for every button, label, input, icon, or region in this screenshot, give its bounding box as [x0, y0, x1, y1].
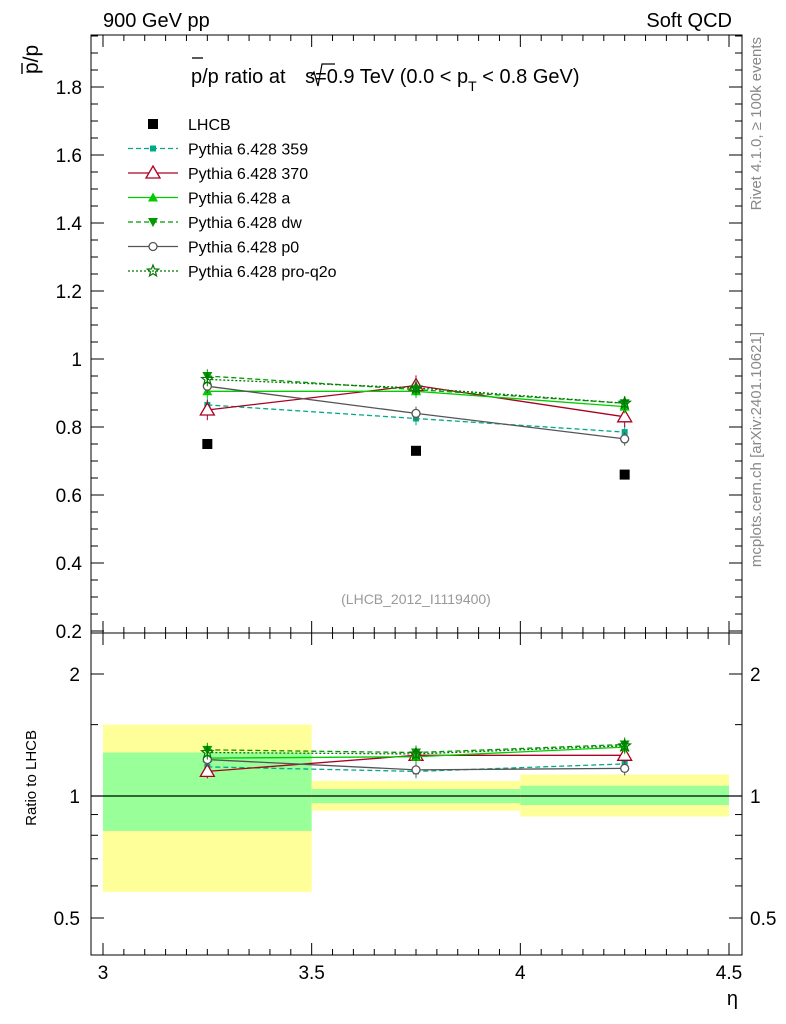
- legend-label-pq2o: Pythia 6.428 pro-q2o: [188, 264, 337, 281]
- legend-entry-p370: Pythia 6.428 370: [128, 164, 308, 183]
- main-y-tick-label: 1.2: [56, 282, 82, 303]
- legend-entry-p359: Pythia 6.428 359: [128, 142, 308, 159]
- legend-entry-pp0: Pythia 6.428 p0: [128, 240, 299, 257]
- ratio-y-tick-label: 1: [69, 787, 80, 808]
- lhcb-data-point: [619, 469, 630, 480]
- legend-marker-p359: [150, 145, 156, 152]
- main-y-tick-label: 0.6: [56, 486, 82, 507]
- ratio-ticks: 0.5 0.5 1 1 2 2 3 3.5 4 4.5: [54, 633, 776, 984]
- svg-text:p/p ratio at s=0.9 TeV (0.0 <: p/p ratio at s=0.9 TeV (0.0 < pT < 0.8 G…: [191, 66, 580, 94]
- legend-label-pa: Pythia 6.428 a: [188, 191, 290, 208]
- legend-entry-pq2o: Pythia 6.428 pro-q2o: [128, 263, 337, 281]
- ratio-y-tick-label-right: 0.5: [750, 909, 776, 930]
- ratio-point-pp0: [411, 765, 421, 775]
- ratio-point-pq2o: [617, 738, 632, 753]
- x-tick-label: 4: [515, 963, 526, 984]
- main-series-group: [199, 369, 633, 446]
- ratio-point-p370: [199, 763, 216, 778]
- legend-entry-pdw: Pythia 6.428 dw: [128, 215, 302, 232]
- legend-label-data: LHCB: [188, 117, 231, 134]
- legend-marker-data: [148, 119, 158, 129]
- legend: LHCB Pythia 6.428 359 Pythia 6.428 370 Pyth…: [128, 117, 337, 281]
- ratio-y-tick-label: 2: [69, 665, 80, 686]
- lhcb-data-point: [202, 439, 213, 449]
- main-y-axis-label: p/p: [20, 45, 43, 74]
- series-point-pq2o: [408, 380, 424, 395]
- main-y-tick-label: 0.2: [56, 622, 82, 643]
- main-data-points: [202, 439, 630, 480]
- ratio-y-axis-label: Ratio to LHCB: [23, 730, 40, 826]
- ratio-plot-panel: 0.5 0.5 1 1 2 2 3 3.5 4 4.5: [54, 632, 776, 984]
- main-y-tick-label: 1.6: [56, 146, 82, 167]
- series-point-p370: [199, 401, 216, 416]
- series-point-pq2o: [617, 395, 632, 410]
- main-y-tick-label: 1.4: [56, 214, 83, 235]
- main-y-ticks: 0.2 0.4 0.6 0.8 1 1.2 1.4 1.6 1.8: [56, 35, 742, 643]
- ratio-point-pq2o: [200, 745, 215, 759]
- ratio-point-p370: [616, 747, 633, 761]
- series-point-pq2o: [200, 371, 215, 386]
- legend-label-pdw: Pythia 6.428 dw: [188, 215, 302, 232]
- header-energy-label: 900 GeV pp: [103, 10, 210, 32]
- legend-marker-pq2o: [145, 263, 161, 278]
- rivet-version-label: Rivet 4.1.0, ≥ 100k events: [748, 37, 765, 210]
- header-process-label: Soft QCD: [646, 10, 732, 32]
- ratio-y-tick-label-right: 1: [750, 787, 761, 808]
- series-point-pp0: [620, 434, 630, 444]
- ratio-point-pp0: [620, 763, 630, 774]
- x-tick-label: 3: [98, 963, 109, 984]
- ratio-band-inner-2: [520, 785, 729, 806]
- legend-marker-pdw: [148, 218, 158, 227]
- main-y-tick-label: 1.8: [56, 78, 82, 99]
- mcplots-label: mcplots.cern.ch [arXiv:2401.10621]: [748, 332, 765, 567]
- legend-label-p359: Pythia 6.428 359: [188, 142, 308, 159]
- legend-label-pp0: Pythia 6.428 p0: [188, 240, 299, 257]
- series-point-p370: [616, 408, 633, 423]
- lhcb-data-point: [411, 445, 421, 456]
- legend-marker-p370: [144, 164, 162, 179]
- legend-entry-data: LHCB: [148, 117, 231, 134]
- main-y-tick-label: 1: [71, 350, 82, 371]
- svg-text:p/p: p/p: [20, 45, 43, 74]
- main-y-tick-label: 0.4: [56, 554, 83, 575]
- x-axis-label: η: [727, 988, 738, 1010]
- ratio-series-group: [199, 737, 633, 779]
- legend-entry-pa: Pythia 6.428 a: [128, 191, 290, 208]
- x-tick-label: 4.5: [716, 963, 742, 984]
- plot-title: p/p ratio at s=0.9 TeV (0.0 < pT < 0.8 G…: [191, 57, 580, 94]
- ratio-y-tick-label: 0.5: [54, 909, 80, 930]
- legend-marker-pp0: [148, 241, 158, 252]
- analysis-watermark: (LHCB_2012_I1119400): [341, 591, 491, 607]
- ratio-y-tick-label-right: 2: [750, 665, 761, 686]
- ratio-point-pq2o: [408, 746, 424, 761]
- legend-label-p370: Pythia 6.428 370: [188, 166, 308, 183]
- main-plot-panel: 0.2 0.4 0.6 0.8 1 1.2 1.4 1.6 1.8: [56, 34, 743, 643]
- legend-marker-pa: [148, 192, 158, 202]
- main-y-tick-label: 0.8: [56, 418, 82, 439]
- series-point-pp0: [411, 408, 421, 419]
- x-tick-label: 3.5: [298, 963, 324, 984]
